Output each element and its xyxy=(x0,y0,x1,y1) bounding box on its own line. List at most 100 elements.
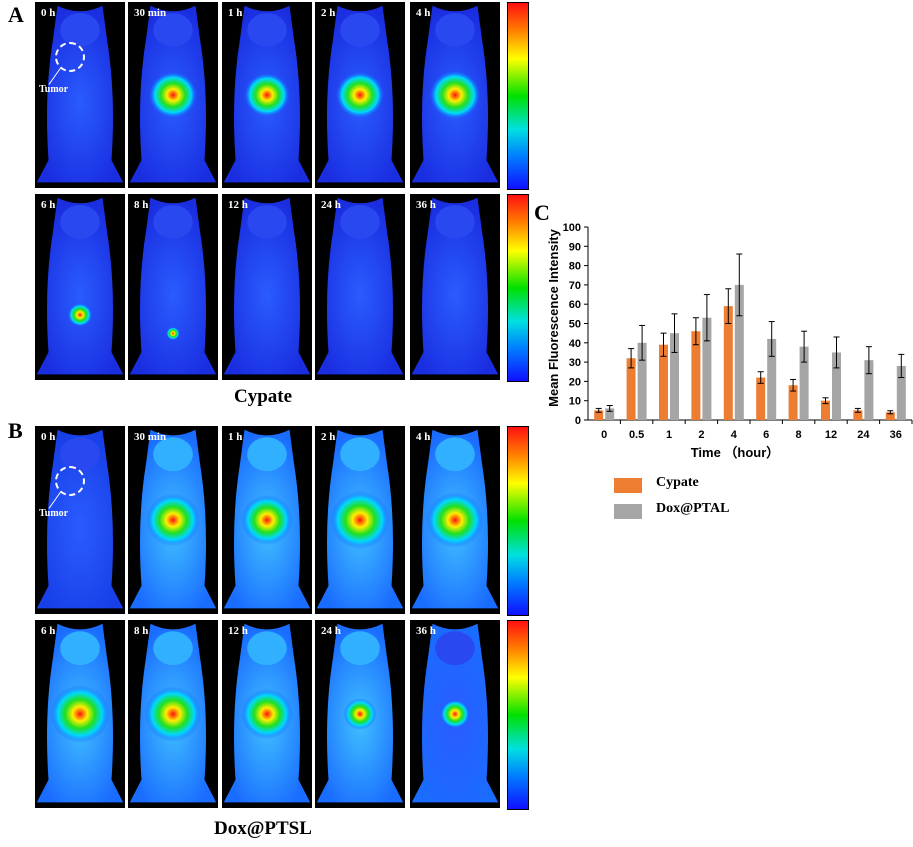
imaging-tile: 24 h xyxy=(315,194,405,380)
imaging-tile: 36 h xyxy=(410,620,500,808)
y-tick-label: 100 xyxy=(563,222,581,234)
imaging-tile: 4 h xyxy=(410,426,500,614)
time-label: 2 h xyxy=(321,7,336,19)
x-tick-label: 4 xyxy=(731,429,738,441)
time-label: 1 h xyxy=(228,7,243,19)
x-tick-label: 12 xyxy=(825,429,837,441)
panel-letter-c: C xyxy=(534,200,550,225)
imaging-tile: 6 h xyxy=(35,620,125,808)
time-label: 6 h xyxy=(41,625,56,637)
tumor-marker-circle xyxy=(55,466,85,496)
time-label: 24 h xyxy=(321,199,341,211)
bar-dox xyxy=(832,352,841,420)
y-tick-label: 40 xyxy=(569,338,581,350)
imaging-tile: 12 h xyxy=(222,194,312,380)
bar-cypate xyxy=(885,412,895,420)
bar-cypate xyxy=(788,385,798,420)
time-label: 0 h xyxy=(41,431,56,443)
panel-letter-b: B xyxy=(8,418,23,443)
time-label: 2 h xyxy=(321,431,336,443)
x-tick-label: 6 xyxy=(763,429,769,441)
imaging-tile: 8 h xyxy=(128,620,218,808)
time-label: 12 h xyxy=(228,625,248,637)
panel-letter-a: A xyxy=(8,2,24,27)
x-tick-label: 0 xyxy=(601,429,607,441)
bar-dox xyxy=(896,365,906,420)
imaging-tile: 2 h xyxy=(315,2,405,188)
y-tick-label: 50 xyxy=(569,319,581,331)
imaging-tile: 4 h xyxy=(410,2,500,188)
y-tick-label: 90 xyxy=(569,241,581,253)
x-axis-label: Time （hour） xyxy=(691,445,780,460)
y-tick-label: 60 xyxy=(569,299,581,311)
bar-cypate xyxy=(821,400,830,420)
imaging-tile: 6 h xyxy=(35,194,125,380)
time-label: 4 h xyxy=(416,7,431,19)
imaging-tile: 30 min xyxy=(128,2,218,188)
bar-cypate xyxy=(594,410,604,420)
time-label: 12 h xyxy=(228,199,248,211)
y-tick-label: 80 xyxy=(569,261,581,273)
colorbar-b-row1 xyxy=(507,426,529,616)
imaging-tile: 0 h Tumor xyxy=(35,2,125,188)
imaging-tile: 0 h Tumor xyxy=(35,426,125,614)
bar-dox xyxy=(670,333,679,420)
colorbar-a-row2 xyxy=(507,194,529,382)
y-tick-label: 70 xyxy=(569,280,581,292)
imaging-tile: 1 h xyxy=(222,2,312,188)
y-tick-label: 20 xyxy=(569,376,581,388)
bar-dox xyxy=(637,342,647,420)
time-label: 0 h xyxy=(41,7,56,19)
imaging-tile: 12 h xyxy=(222,620,312,808)
imaging-tile: 24 h xyxy=(315,620,405,808)
time-label: 36 h xyxy=(416,199,436,211)
legend-swatch-cypate xyxy=(614,478,642,493)
tumor-label: Tumor xyxy=(39,84,69,95)
time-label: 8 h xyxy=(134,625,149,637)
x-tick-label: 36 xyxy=(890,429,902,441)
y-axis-label: Mean Fluorescence Intensity xyxy=(546,228,561,406)
imaging-tile: 36 h xyxy=(410,194,500,380)
x-tick-label: 2 xyxy=(698,429,704,441)
bar-dox xyxy=(767,338,777,420)
x-tick-label: 1 xyxy=(666,429,672,441)
time-label: 36 h xyxy=(416,625,436,637)
bar-cypate xyxy=(756,377,766,420)
tumor-label: Tumor xyxy=(39,508,69,519)
time-label: 30 min xyxy=(134,7,167,19)
bar-dox xyxy=(799,346,809,420)
time-label: 24 h xyxy=(321,625,341,637)
imaging-tile: 2 h xyxy=(315,426,405,614)
y-tick-label: 0 xyxy=(575,415,581,427)
time-label: 6 h xyxy=(41,199,56,211)
bar-cypate xyxy=(691,331,701,420)
y-tick-label: 10 xyxy=(569,396,581,408)
colorbar-b-row2 xyxy=(507,620,529,810)
caption-cypate: Cypate xyxy=(234,386,293,407)
imaging-tile: 1 h xyxy=(222,426,312,614)
caption-dox-ptsl: Dox@PTSL xyxy=(214,818,312,839)
imaging-tile: 8 h xyxy=(128,194,218,380)
time-label: 1 h xyxy=(228,431,243,443)
x-tick-label: 24 xyxy=(857,429,870,441)
bar-dox xyxy=(734,284,744,420)
y-tick-label: 30 xyxy=(569,357,581,369)
bar-cypate xyxy=(626,358,636,420)
bar-dox xyxy=(605,408,615,420)
bar-cypate xyxy=(723,306,733,420)
legend-swatch-dox xyxy=(614,504,642,519)
time-label: 8 h xyxy=(134,199,149,211)
bar-dox xyxy=(702,317,712,420)
legend-label-cypate: Cypate xyxy=(656,475,699,490)
x-tick-label: 8 xyxy=(796,429,802,441)
bar-dox xyxy=(864,360,874,420)
time-label: 4 h xyxy=(416,431,431,443)
imaging-tile: 30 min xyxy=(128,426,218,614)
legend-label-dox: Dox@PTAL xyxy=(656,501,730,516)
colorbar-a-row1 xyxy=(507,2,529,190)
bar-cypate xyxy=(659,344,668,420)
tumor-marker-circle xyxy=(55,42,85,72)
time-label: 30 min xyxy=(134,431,167,443)
bar-cypate xyxy=(853,410,863,420)
x-tick-label: 0.5 xyxy=(629,429,644,441)
